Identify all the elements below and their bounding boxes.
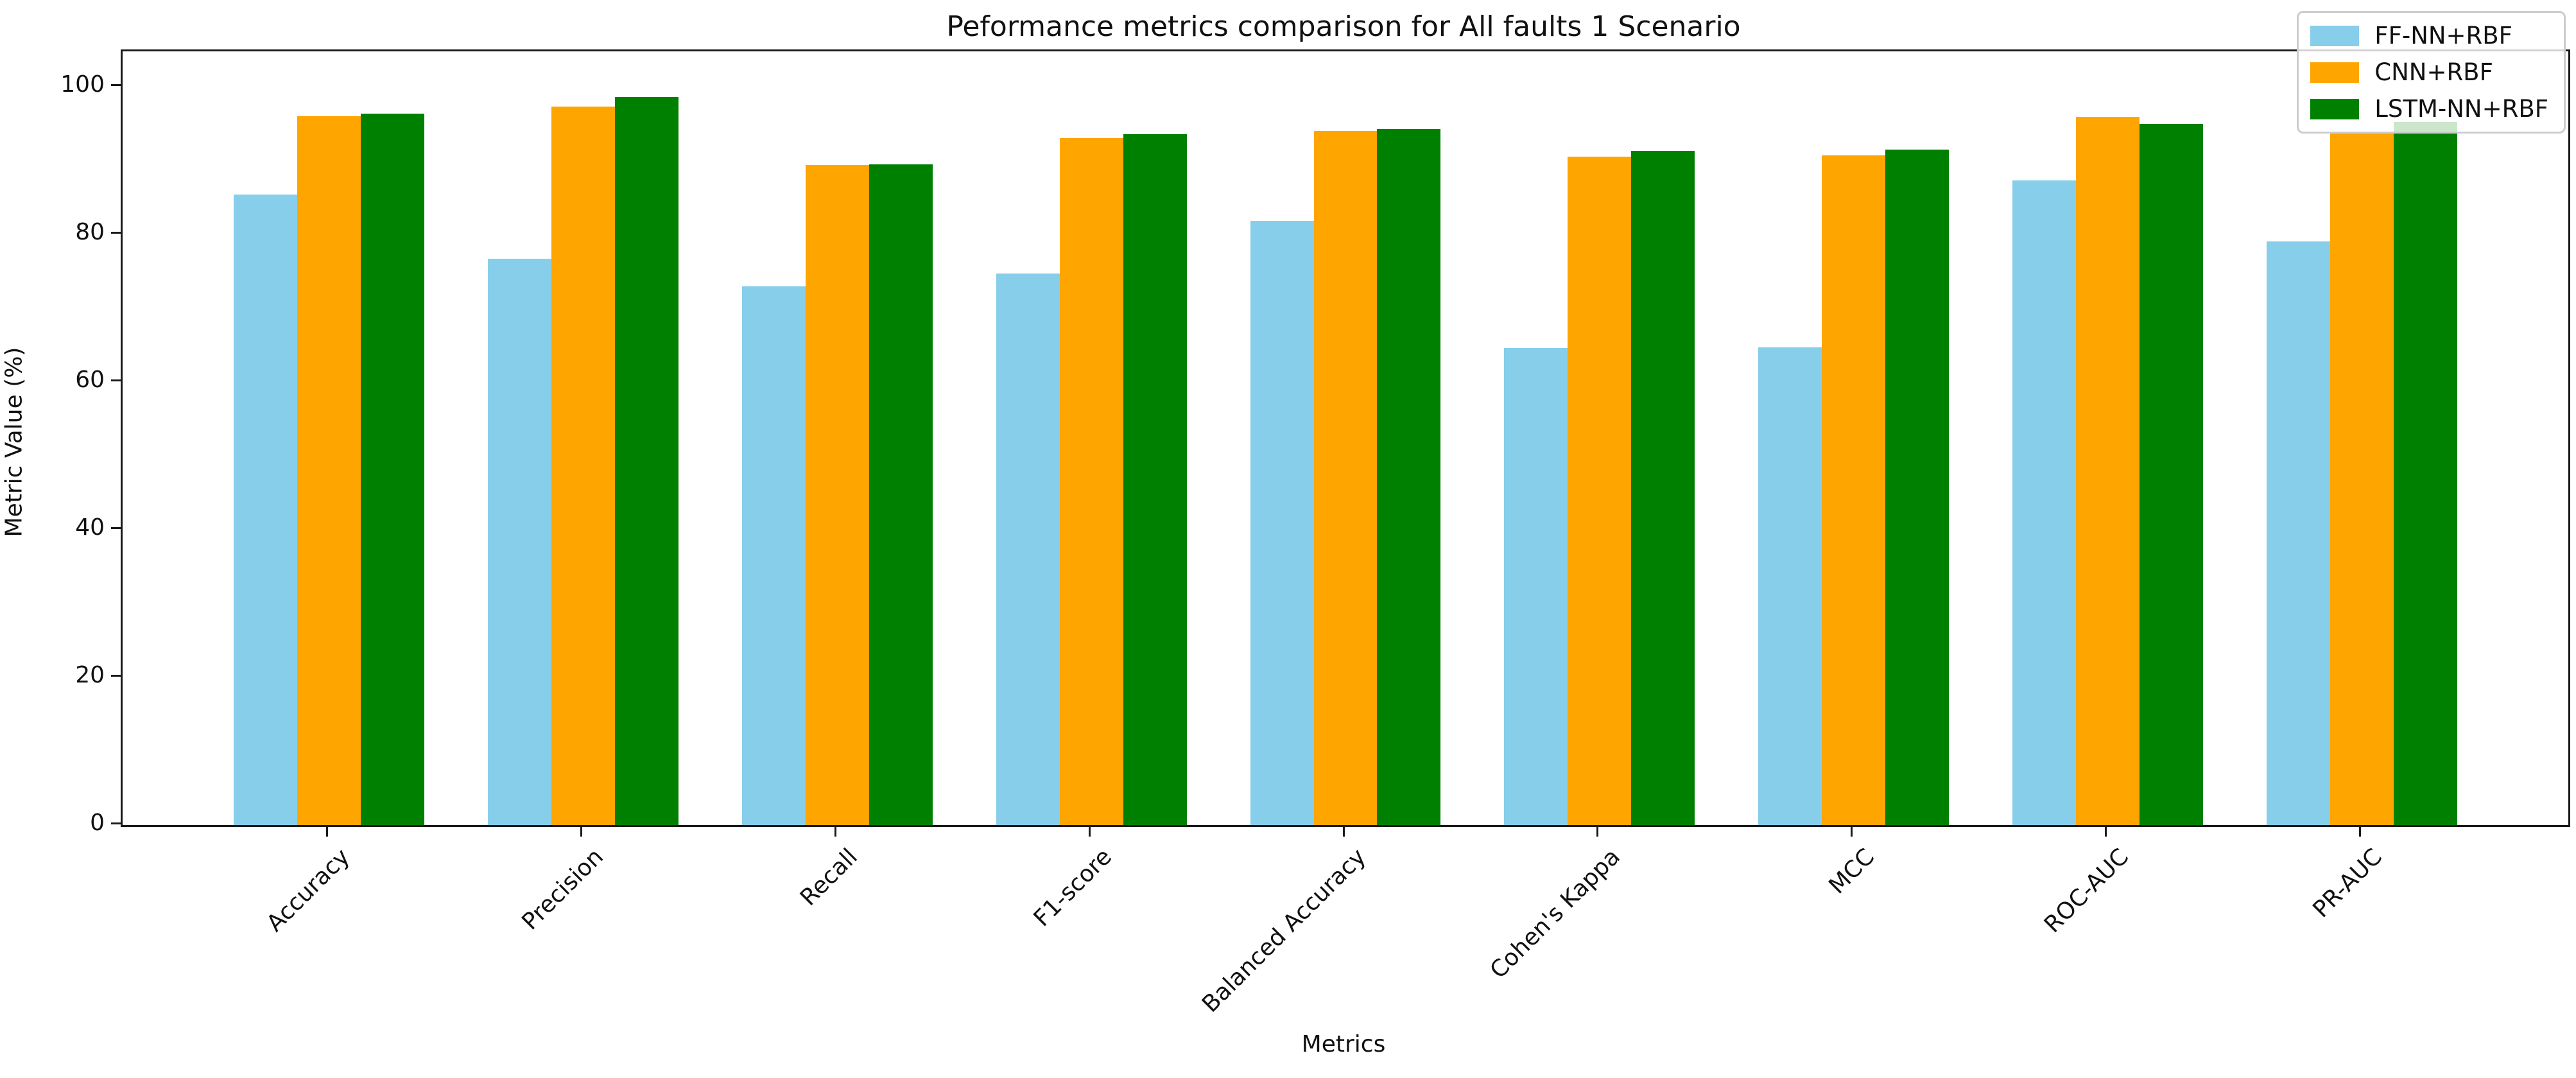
y-tick-mark (111, 822, 121, 824)
y-tick-label: 20 (75, 662, 105, 689)
plot-area (121, 49, 2570, 827)
bar-ff-nn-rbf-f1-score (996, 274, 1060, 825)
x-tick-mark (1342, 827, 1345, 837)
x-tick-mark (1596, 827, 1599, 837)
bar-cnn-rbf-cohen-s-kappa (1568, 157, 1632, 825)
bar-lstm-nn-rbf-f1-score (1123, 134, 1187, 825)
legend-swatch-lstm-nn-rbf (2310, 98, 2360, 119)
bar-lstm-nn-rbf-accuracy (361, 113, 425, 825)
y-tick-label: 80 (75, 219, 105, 246)
y-tick-mark (111, 231, 121, 234)
y-tick-mark (111, 674, 121, 677)
bar-ff-nn-rbf-accuracy (234, 195, 298, 825)
y-tick-label: 100 (60, 71, 105, 98)
x-tick-mark (580, 827, 582, 837)
legend-item: LSTM-NN+RBF (2310, 95, 2548, 123)
x-tick-label-recall: Recall (795, 844, 863, 911)
y-tick-mark (111, 83, 121, 86)
y-axis-label: Metric Value (%) (1, 347, 28, 537)
x-tick-mark (326, 827, 329, 837)
y-tick-label: 0 (90, 810, 105, 836)
bar-cnn-rbf-f1-score (1059, 137, 1123, 825)
legend-swatch-ff-nn-rbf (2310, 25, 2360, 46)
bar-cnn-rbf-recall (805, 165, 869, 825)
bar-ff-nn-rbf-balanced-accuracy (1250, 221, 1314, 825)
legend-swatch-cnn-rbf (2310, 62, 2360, 83)
legend-label: FF-NN+RBF (2374, 22, 2512, 49)
bar-ff-nn-rbf-pr-auc (2266, 241, 2330, 825)
x-tick-mark (834, 827, 836, 837)
y-tick-mark (111, 526, 121, 529)
x-tick-label-roc-auc: ROC-AUC (2039, 844, 2134, 938)
legend-item: FF-NN+RBF (2310, 22, 2548, 49)
bar-lstm-nn-rbf-mcc (1885, 149, 1949, 825)
x-tick-label-pr-auc: PR-AUC (2308, 844, 2388, 923)
x-tick-label-cohen-s-kappa: Cohen's Kappa (1485, 844, 1625, 984)
legend-item: CNN+RBF (2310, 58, 2548, 86)
bar-ff-nn-rbf-cohen-s-kappa (1504, 348, 1568, 825)
y-tick-mark (111, 379, 121, 381)
bar-lstm-nn-rbf-pr-auc (2393, 122, 2457, 825)
bar-lstm-nn-rbf-balanced-accuracy (1377, 128, 1441, 825)
bar-cnn-rbf-precision (551, 107, 615, 825)
x-tick-mark (2358, 827, 2361, 837)
chart-title: Peformance metrics comparison for All fa… (946, 10, 1741, 43)
x-axis-label: Metrics (1301, 1031, 1386, 1057)
x-tick-mark (1088, 827, 1091, 837)
bar-cnn-rbf-balanced-accuracy (1313, 131, 1378, 825)
bar-lstm-nn-rbf-recall (869, 164, 933, 825)
bar-cnn-rbf-mcc (1822, 155, 1886, 825)
bar-cnn-rbf-pr-auc (2330, 133, 2394, 825)
x-tick-label-mcc: MCC (1824, 844, 1880, 900)
x-tick-mark (2105, 827, 2107, 837)
legend: FF-NN+RBF CNN+RBF LSTM-NN+RBF (2297, 11, 2566, 134)
x-tick-label-accuracy: Accuracy (261, 844, 355, 937)
bar-ff-nn-rbf-roc-auc (2012, 180, 2077, 825)
y-tick-label: 40 (75, 514, 105, 541)
legend-label: CNN+RBF (2374, 58, 2493, 86)
legend-label: LSTM-NN+RBF (2374, 95, 2548, 123)
bar-lstm-nn-rbf-roc-auc (2139, 123, 2203, 825)
bar-cnn-rbf-accuracy (297, 116, 361, 825)
x-tick-label-f1-score: F1-score (1028, 844, 1118, 932)
bar-ff-nn-rbf-recall (741, 286, 806, 825)
bar-cnn-rbf-roc-auc (2076, 117, 2139, 825)
x-tick-label-balanced-accuracy: Balanced Accuracy (1197, 844, 1371, 1018)
x-tick-mark (1851, 827, 1853, 837)
y-tick-label: 60 (75, 367, 105, 394)
bar-ff-nn-rbf-mcc (1758, 347, 1822, 825)
bar-lstm-nn-rbf-precision (614, 97, 679, 825)
bar-lstm-nn-rbf-cohen-s-kappa (1631, 151, 1695, 825)
x-tick-label-precision: Precision (517, 844, 609, 935)
bar-ff-nn-rbf-precision (488, 259, 551, 825)
